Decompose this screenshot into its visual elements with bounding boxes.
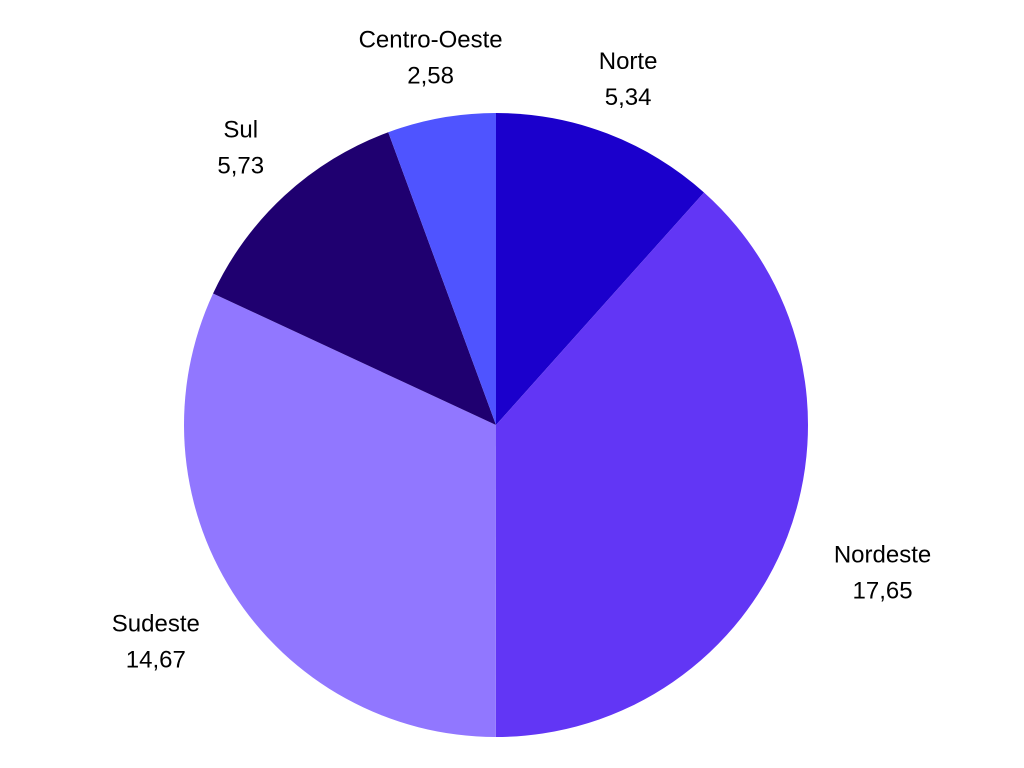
slice-label-sul: Sul bbox=[223, 116, 258, 143]
pie-slice-nordeste bbox=[495, 192, 808, 737]
slice-value-nordeste: 17,65 bbox=[853, 577, 913, 604]
pie-slice-sudeste bbox=[184, 293, 497, 737]
slice-label-sudeste: Sudeste bbox=[112, 610, 200, 637]
pie-slice-norte bbox=[496, 113, 705, 425]
slice-value-norte: 5,34 bbox=[605, 84, 652, 111]
slice-value-sudeste: 14,67 bbox=[126, 646, 186, 673]
slice-label-centro-oeste: Centro-Oeste bbox=[359, 26, 503, 53]
slice-label-norte: Norte bbox=[599, 48, 658, 75]
slice-label-nordeste: Nordeste bbox=[834, 541, 931, 568]
slice-value-sul: 5,73 bbox=[217, 152, 264, 179]
slice-value-centro-oeste: 2,58 bbox=[407, 62, 454, 89]
pie-labels: Norte 5,34 Nordeste 17,65 Sudeste 14,67 Sul 5,7… bbox=[112, 26, 931, 673]
pie-slice-centro-oeste bbox=[388, 113, 496, 425]
pie-slice-sul bbox=[213, 132, 496, 425]
pie-slices bbox=[184, 113, 808, 737]
